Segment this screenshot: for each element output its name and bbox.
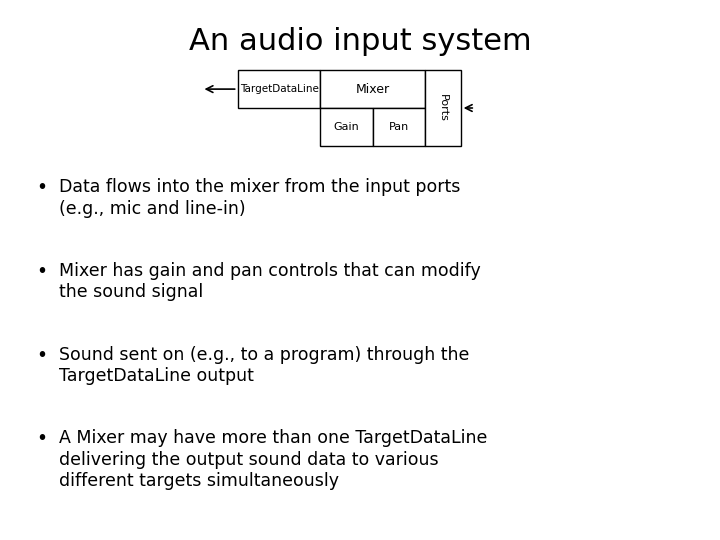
Bar: [238, 70, 320, 108]
Bar: [373, 108, 425, 146]
Text: An audio input system: An audio input system: [189, 27, 531, 56]
Text: A Mixer may have more than one TargetDataLine
delivering the output sound data t: A Mixer may have more than one TargetDat…: [59, 429, 487, 490]
Text: Data flows into the mixer from the input ports
(e.g., mic and line-in): Data flows into the mixer from the input…: [59, 178, 460, 218]
Text: Gain: Gain: [334, 122, 359, 132]
Text: TargetDataLine: TargetDataLine: [240, 84, 318, 94]
Text: Ports: Ports: [438, 94, 448, 122]
Text: •: •: [36, 346, 47, 365]
Text: Sound sent on (e.g., to a program) through the
TargetDataLine output: Sound sent on (e.g., to a program) throu…: [59, 346, 469, 385]
Bar: [320, 108, 373, 146]
Text: Pan: Pan: [389, 122, 409, 132]
Text: Mixer has gain and pan controls that can modify
the sound signal: Mixer has gain and pan controls that can…: [59, 262, 481, 301]
Text: •: •: [36, 429, 47, 448]
Text: •: •: [36, 178, 47, 197]
Text: Mixer: Mixer: [356, 83, 390, 96]
Text: •: •: [36, 262, 47, 281]
Bar: [425, 70, 461, 146]
Bar: [320, 70, 425, 108]
